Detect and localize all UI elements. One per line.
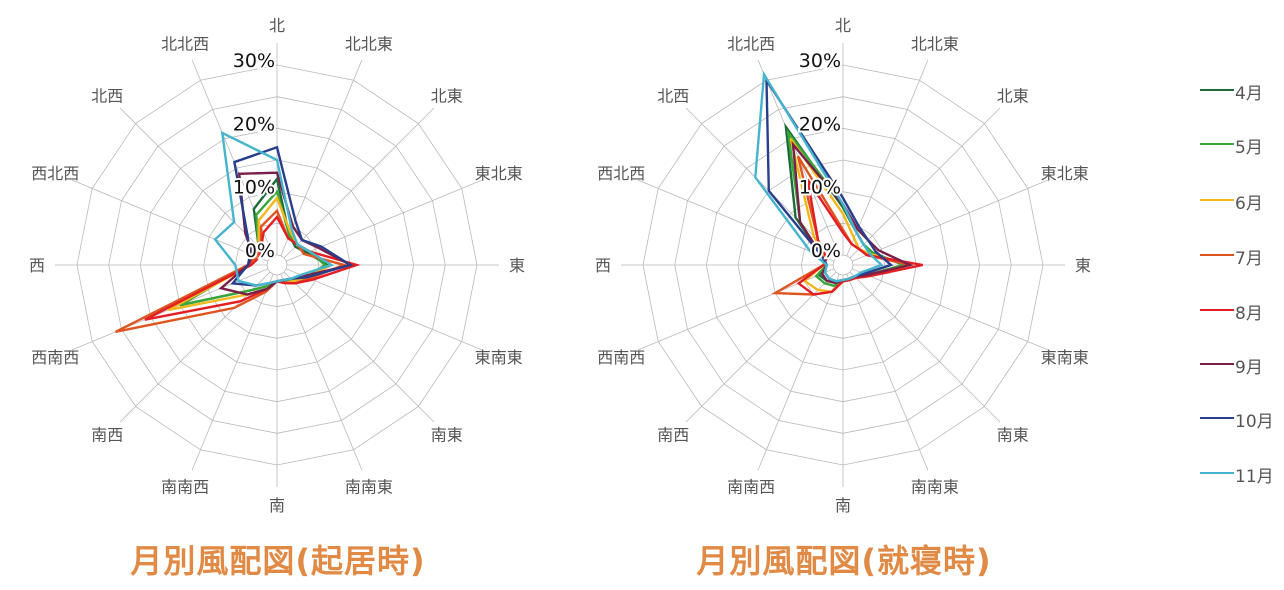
direction-label-w: 西 — [595, 256, 611, 275]
legend-item-may: 5月 — [1198, 132, 1284, 158]
legend-label-may: 5月 — [1235, 138, 1263, 158]
direction-label-ssw: 南南西 — [727, 478, 775, 497]
tick-label: 20% — [233, 113, 275, 135]
legend-swatch-nov — [1200, 472, 1234, 474]
spoke-wnw — [71, 179, 268, 262]
tick-label: 20% — [799, 113, 841, 135]
series-line-11月 — [754, 70, 884, 283]
direction-label-wsw: 西南西 — [31, 348, 79, 367]
spoke-sse — [846, 274, 929, 471]
spoke-wnw — [637, 179, 834, 262]
legend-item-jun: 6月 — [1198, 188, 1284, 214]
direction-label-e: 東 — [509, 256, 525, 275]
chart-title-sleeping: 月別風配図(就寝時) — [696, 542, 992, 580]
tick-label: 30% — [799, 50, 841, 72]
direction-label-n: 北 — [835, 16, 851, 35]
direction-label-nnw: 北北西 — [161, 34, 209, 53]
legend-swatch-jun — [1200, 199, 1234, 201]
direction-label-wnw: 西北西 — [31, 164, 79, 183]
direction-label-ese: 東南東 — [1041, 348, 1089, 367]
legend-item-apr: 4月 — [1198, 78, 1284, 104]
chart-title-waking: 月別風配図(起居時) — [130, 542, 426, 580]
spoke-sw — [119, 271, 271, 423]
direction-label-ene: 東北東 — [475, 164, 523, 183]
legend-swatch-aug — [1200, 309, 1234, 311]
legend-item-oct: 10月 — [1198, 406, 1284, 432]
spoke-ssw — [191, 274, 274, 471]
direction-label-ne: 北東 — [431, 86, 463, 105]
direction-label-se: 南東 — [431, 426, 463, 445]
tick-label: 10% — [233, 177, 275, 199]
spoke-ssw — [757, 274, 840, 471]
legend-item-nov: 11月 — [1198, 461, 1284, 487]
legend-item-sep: 9月 — [1198, 352, 1284, 378]
legend-label-apr: 4月 — [1235, 84, 1263, 104]
spoke-ese — [286, 268, 483, 351]
tick-label: 0% — [245, 240, 275, 262]
legend-item-aug: 8月 — [1198, 298, 1284, 324]
spoke-ene — [286, 179, 483, 262]
direction-label-e: 東 — [1075, 256, 1091, 275]
spoke-nne — [846, 59, 929, 256]
direction-label-n: 北 — [269, 16, 285, 35]
legend-swatch-jul — [1200, 254, 1234, 256]
direction-label-ssw: 南南西 — [161, 478, 209, 497]
legend-label-jun: 6月 — [1235, 194, 1263, 214]
direction-label-sw: 南西 — [657, 426, 689, 445]
direction-label-sse: 南南東 — [345, 478, 393, 497]
spoke-se — [849, 271, 1001, 423]
spoke-ese — [852, 268, 1049, 351]
legend-label-oct: 10月 — [1235, 412, 1274, 432]
direction-label-nnw: 北北西 — [727, 34, 775, 53]
direction-label-s: 南 — [269, 496, 285, 515]
legend-swatch-apr — [1200, 89, 1234, 91]
legend-swatch-oct — [1200, 417, 1234, 419]
series-line-11月 — [213, 130, 335, 287]
tick-label: 30% — [233, 50, 275, 72]
direction-label-wnw: 西北西 — [597, 164, 645, 183]
direction-label-nw: 北西 — [657, 86, 689, 105]
direction-label-ne: 北東 — [997, 86, 1029, 105]
direction-label-wsw: 西南西 — [597, 348, 645, 367]
direction-label-ene: 東北東 — [1041, 164, 1089, 183]
spoke-se — [283, 271, 435, 423]
legend-label-jul: 7月 — [1235, 249, 1263, 269]
spoke-ene — [852, 179, 1049, 262]
spoke-sse — [280, 274, 363, 471]
legend-swatch-sep — [1200, 363, 1234, 365]
spoke-ne — [283, 107, 435, 259]
direction-label-ese: 東南東 — [475, 348, 523, 367]
direction-label-se: 南東 — [997, 426, 1029, 445]
legend-label-nov: 11月 — [1235, 467, 1274, 487]
direction-label-nne: 北北東 — [345, 34, 393, 53]
legend-label-sep: 9月 — [1235, 358, 1263, 378]
tick-label: 10% — [799, 177, 841, 199]
direction-label-nne: 北北東 — [911, 34, 959, 53]
legend-label-aug: 8月 — [1235, 304, 1263, 324]
direction-label-sse: 南南東 — [911, 478, 959, 497]
tick-label: 0% — [811, 240, 841, 262]
legend-item-jul: 7月 — [1198, 243, 1284, 269]
direction-label-sw: 南西 — [91, 426, 123, 445]
direction-label-w: 西 — [29, 256, 45, 275]
spoke-ne — [849, 107, 1001, 259]
direction-label-s: 南 — [835, 496, 851, 515]
spoke-nne — [280, 59, 363, 256]
direction-label-nw: 北西 — [91, 86, 123, 105]
spoke-sw — [685, 271, 837, 423]
legend-swatch-may — [1200, 143, 1234, 145]
